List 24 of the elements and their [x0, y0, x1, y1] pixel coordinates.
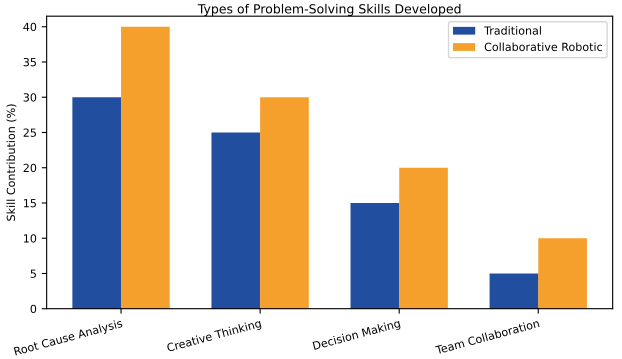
y-tick-label: 15 [24, 199, 36, 208]
y-tick-label: 30 [24, 93, 36, 102]
bar [121, 26, 170, 309]
x-tick-label: Decision Making [312, 318, 402, 352]
x-tick-label: Creative Thinking [166, 318, 262, 354]
legend-label: Collaborative Robotic [484, 42, 602, 52]
bar [211, 132, 260, 309]
bar [538, 238, 587, 309]
bar [72, 97, 122, 309]
bar [350, 202, 400, 309]
y-axis-title: Skill Contribution (%) [6, 104, 16, 221]
bar [399, 168, 448, 309]
y-tick-label: 5 [30, 270, 36, 278]
legend-label: Traditional [484, 26, 541, 35]
bar [490, 273, 538, 309]
y-tick-label: 35 [24, 58, 36, 66]
y-tick-label: 25 [24, 128, 36, 137]
y-tick-label: 10 [24, 234, 36, 243]
y-tick-label: 40 [23, 22, 36, 32]
y-tick-label: 20 [24, 164, 36, 172]
bar [260, 97, 309, 309]
chart-title: Types of Problem-Solving Skills Developed [198, 4, 460, 16]
x-tick-label: Root Cause Analysis [14, 318, 124, 358]
y-tick-label: 0 [30, 304, 36, 314]
